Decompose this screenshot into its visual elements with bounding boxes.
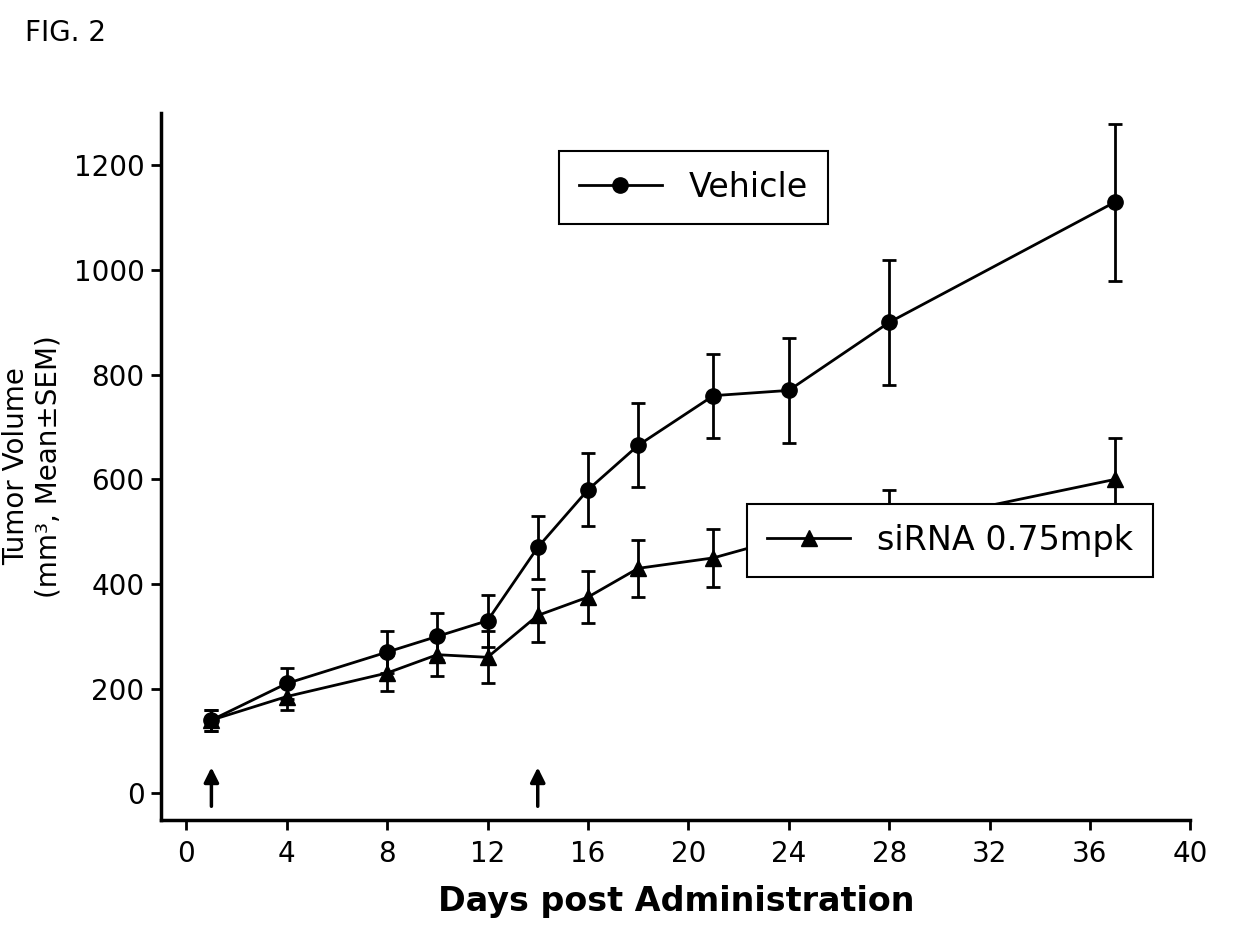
Y-axis label: Tumor Volume
(mm³, Mean±SEM): Tumor Volume (mm³, Mean±SEM) bbox=[2, 335, 62, 597]
X-axis label: Days post Administration: Days post Administration bbox=[438, 885, 914, 918]
Legend: siRNA 0.75mpk: siRNA 0.75mpk bbox=[748, 504, 1153, 577]
Text: FIG. 2: FIG. 2 bbox=[25, 19, 105, 47]
